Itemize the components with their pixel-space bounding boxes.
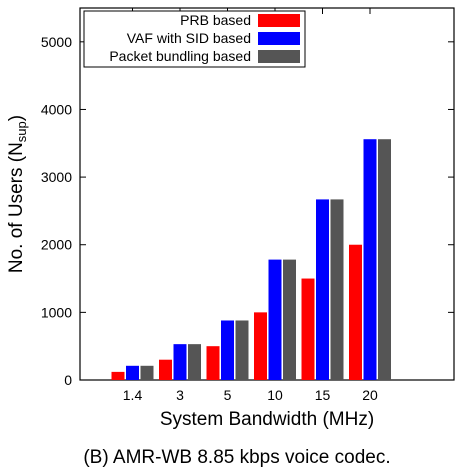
y-tick-label: 0 bbox=[64, 372, 72, 388]
x-tick-label: 1.4 bbox=[123, 387, 143, 403]
y-tick-label: 4000 bbox=[41, 101, 72, 117]
x-axis-label: System Bandwidth (MHz) bbox=[160, 409, 374, 430]
bar bbox=[159, 359, 172, 380]
y-tick-label: 3000 bbox=[41, 169, 72, 185]
x-tick-label: 20 bbox=[362, 387, 378, 403]
bar-series-group bbox=[111, 139, 391, 380]
y-axis-label: No. of Users (Nsup) bbox=[6, 115, 29, 273]
bar bbox=[378, 139, 391, 380]
y-axis: 0 1000 2000 3000 4000 5000 bbox=[41, 34, 454, 388]
legend: PRB based VAF with SID based Packet bundli… bbox=[83, 10, 306, 68]
bar bbox=[221, 320, 234, 380]
bar bbox=[126, 365, 139, 380]
bar bbox=[254, 312, 267, 380]
legend-label: Packet bundling based bbox=[109, 48, 251, 64]
bar bbox=[283, 259, 296, 380]
bar bbox=[140, 365, 154, 380]
legend-swatch bbox=[258, 32, 300, 45]
bar bbox=[330, 199, 344, 380]
bar bbox=[111, 371, 125, 380]
bar bbox=[316, 199, 329, 380]
bar bbox=[206, 346, 220, 380]
legend-swatch bbox=[258, 50, 300, 63]
legend-label: PRB based bbox=[180, 12, 251, 28]
bar bbox=[301, 278, 315, 380]
bar bbox=[349, 244, 362, 380]
y-tick-label: 5000 bbox=[41, 34, 72, 50]
legend-swatch bbox=[258, 14, 300, 27]
bar bbox=[235, 320, 249, 380]
figure-caption: (B) AMR-WB 8.85 kbps voice codec. bbox=[83, 447, 391, 468]
y-tick-label: 2000 bbox=[41, 237, 72, 253]
x-tick-label: 3 bbox=[176, 387, 184, 403]
bar bbox=[268, 259, 282, 380]
x-tick-label: 5 bbox=[224, 387, 232, 403]
bar bbox=[363, 139, 377, 380]
bar bbox=[173, 344, 187, 380]
y-tick-label: 1000 bbox=[41, 304, 72, 320]
legend-label: VAF with SID based bbox=[127, 30, 251, 46]
x-tick-label: 10 bbox=[267, 387, 283, 403]
x-tick-label: 15 bbox=[315, 387, 331, 403]
bar bbox=[188, 344, 201, 380]
